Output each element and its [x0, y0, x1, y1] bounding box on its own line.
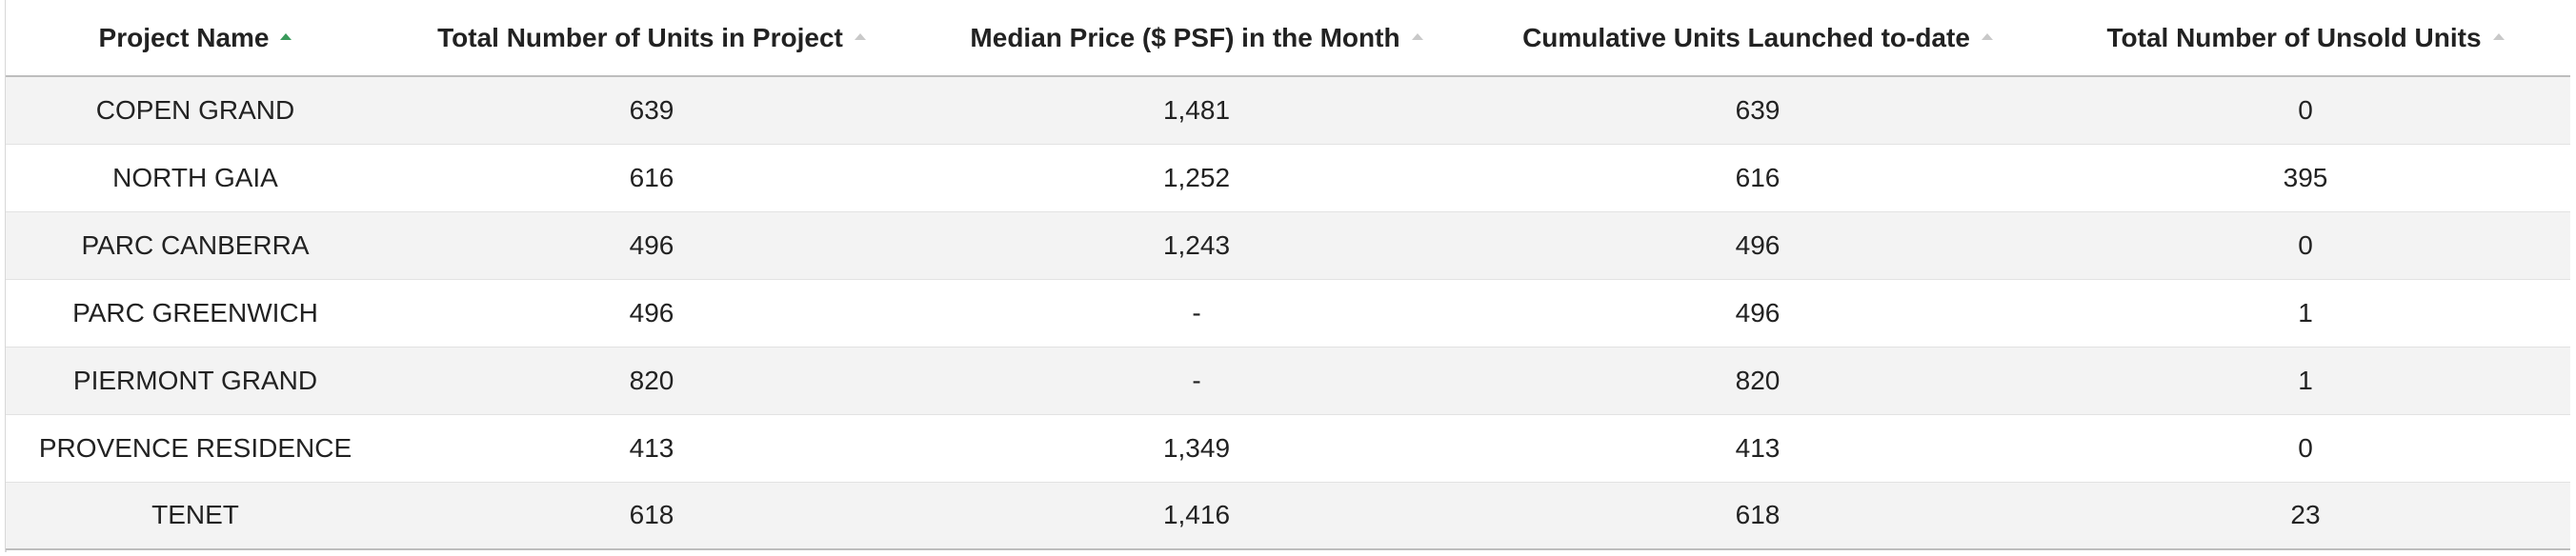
- table-header: Project Name Total Number of Units in Pr…: [6, 0, 2570, 77]
- cell-total-units: 413: [385, 413, 918, 482]
- sort-icon: [1981, 32, 1993, 40]
- cell-total-units: 496: [385, 278, 918, 347]
- table-row: TENET 618 1,416 618 23: [6, 481, 2570, 550]
- column-header-project-name[interactable]: Project Name: [6, 0, 385, 77]
- cell-cumulative-launched: 639: [1475, 75, 2041, 144]
- cell-project-name: PARC GREENWICH: [6, 278, 385, 347]
- project-units-table: Project Name Total Number of Units in Pr…: [6, 0, 2570, 550]
- cell-median-price: -: [918, 346, 1475, 414]
- cell-median-price: 1,243: [918, 210, 1475, 279]
- cell-unsold-units: 1: [2041, 278, 2570, 347]
- cell-project-name: PROVENCE RESIDENCE: [6, 413, 385, 482]
- cell-unsold-units: 395: [2041, 143, 2570, 211]
- cell-unsold-units: 0: [2041, 75, 2570, 144]
- cell-project-name: PARC CANBERRA: [6, 210, 385, 279]
- column-header-label: Project Name: [98, 22, 270, 52]
- table-row: COPEN GRAND 639 1,481 639 0: [6, 75, 2570, 144]
- cell-total-units: 496: [385, 210, 918, 279]
- column-header-label: Median Price ($ PSF) in the Month: [970, 22, 1400, 52]
- table-row: NORTH GAIA 616 1,252 616 395: [6, 143, 2570, 211]
- cell-median-price: 1,349: [918, 413, 1475, 482]
- table-body: COPEN GRAND 639 1,481 639 0 NORTH GAIA 6…: [6, 75, 2570, 550]
- cell-project-name: COPEN GRAND: [6, 75, 385, 144]
- column-header-cumulative-launched[interactable]: Cumulative Units Launched to-date: [1475, 0, 2041, 77]
- table-row: PIERMONT GRAND 820 - 820 1: [6, 346, 2570, 414]
- cell-cumulative-launched: 413: [1475, 413, 2041, 482]
- sort-icon: [2492, 32, 2505, 40]
- cell-project-name: PIERMONT GRAND: [6, 346, 385, 414]
- cell-median-price: 1,481: [918, 75, 1475, 144]
- cell-median-price: 1,252: [918, 143, 1475, 211]
- column-header-total-units[interactable]: Total Number of Units in Project: [385, 0, 918, 77]
- table-row: PARC CANBERRA 496 1,243 496 0: [6, 210, 2570, 279]
- cell-cumulative-launched: 496: [1475, 210, 2041, 279]
- cell-cumulative-launched: 496: [1475, 278, 2041, 347]
- cell-total-units: 639: [385, 75, 918, 144]
- cell-cumulative-launched: 616: [1475, 143, 2041, 211]
- cell-unsold-units: 1: [2041, 346, 2570, 414]
- column-header-label: Total Number of Units in Project: [437, 22, 843, 52]
- cell-cumulative-launched: 618: [1475, 481, 2041, 550]
- sort-icon: [1411, 32, 1423, 40]
- column-header-unsold-units[interactable]: Total Number of Unsold Units: [2041, 0, 2570, 77]
- column-header-label: Total Number of Unsold Units: [2106, 22, 2482, 52]
- cell-total-units: 616: [385, 143, 918, 211]
- sort-icon: [854, 32, 866, 40]
- column-header-median-price[interactable]: Median Price ($ PSF) in the Month: [918, 0, 1475, 77]
- cell-cumulative-launched: 820: [1475, 346, 2041, 414]
- sort-ascending-icon: [280, 32, 292, 40]
- cell-unsold-units: 0: [2041, 210, 2570, 279]
- cell-project-name: NORTH GAIA: [6, 143, 385, 211]
- table-row: PROVENCE RESIDENCE 413 1,349 413 0: [6, 413, 2570, 482]
- table-row: PARC GREENWICH 496 - 496 1: [6, 278, 2570, 347]
- cell-unsold-units: 23: [2041, 481, 2570, 550]
- header-row: Project Name Total Number of Units in Pr…: [6, 0, 2570, 77]
- cell-project-name: TENET: [6, 481, 385, 550]
- cell-median-price: 1,416: [918, 481, 1475, 550]
- cell-median-price: -: [918, 278, 1475, 347]
- cell-total-units: 618: [385, 481, 918, 550]
- data-table-container: Project Name Total Number of Units in Pr…: [6, 0, 2570, 552]
- cell-unsold-units: 0: [2041, 413, 2570, 482]
- cell-total-units: 820: [385, 346, 918, 414]
- column-header-label: Cumulative Units Launched to-date: [1522, 22, 1970, 52]
